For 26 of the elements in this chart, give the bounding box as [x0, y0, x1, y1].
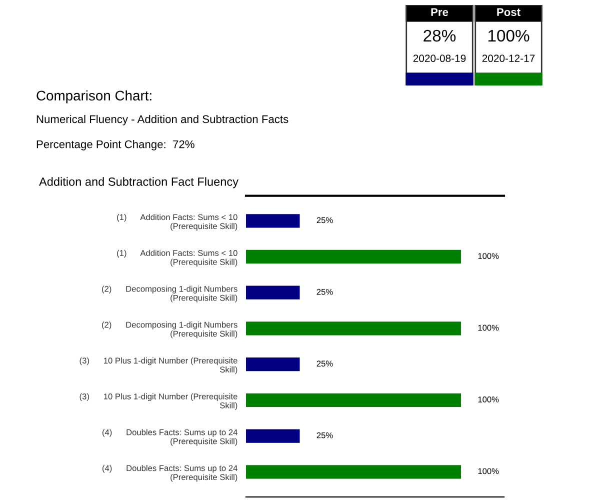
data-label: 28%	[424, 30, 456, 42]
category-label: Post	[497, 8, 520, 16]
y-tick-label: (2) Decomposing 1-digit Numbers (Prerequisite Skill)	[102, 286, 238, 302]
text: 2020-08-19	[413, 54, 466, 62]
y-tick-label: (2) Decomposing 1-digit Numbers (Prerequisite Skill)	[102, 322, 238, 338]
data-label: 100%	[478, 468, 499, 474]
chart-subtitle: Numerical Fluency - Addition and Subtraction Facts	[36, 114, 288, 126]
category-label: Pre	[431, 8, 448, 16]
data-label: 25%	[316, 432, 333, 438]
y-tick-label: (4) Doubles Facts: Sums up to 24 (Prerequisite Skill)	[102, 429, 238, 446]
data-label: 100%	[488, 30, 530, 42]
data-label: 25%	[316, 217, 333, 224]
y-tick-label: (1) Addition Facts: Sums < 10 (Prerequisite Skill)	[117, 250, 238, 267]
text: Addition and Subtraction Fact Fluency	[39, 177, 238, 188]
data-label: 25%	[316, 360, 333, 367]
data-label: 100%	[478, 324, 499, 331]
text: Comparison Chart:	[36, 90, 152, 104]
data-label: 100%	[478, 253, 499, 259]
data-label: 100%	[478, 396, 499, 402]
data-label: 25%	[316, 288, 333, 295]
text: 2020-12-17	[482, 54, 535, 62]
text: Percentage Point Change: 72%	[36, 140, 194, 150]
y-tick-label: (3) 10 Plus 1-digit Number (Prerequisite Skill)	[80, 393, 238, 410]
y-tick-label: (1) Addition Facts: Sums < 10 (Prerequisite Skill)	[117, 214, 238, 231]
y-tick-label: (4) Doubles Facts: Sums up to 24 (Prerequisite Skill)	[102, 464, 238, 482]
y-tick-label: (3) 10 Plus 1-digit Number (Prerequisite Skill)	[80, 357, 238, 374]
